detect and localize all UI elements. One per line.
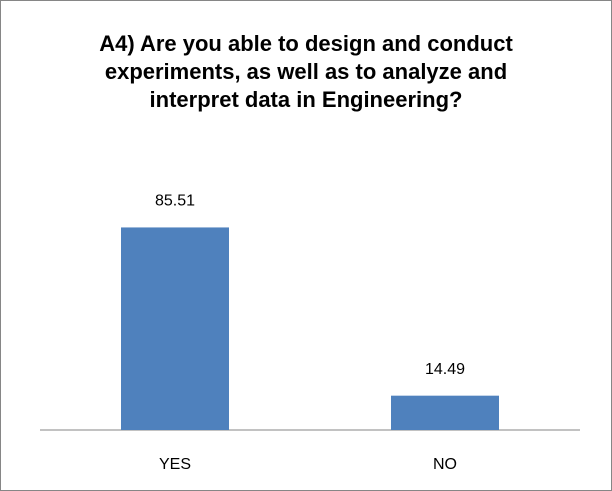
chart-title: A4) Are you able to design and conduct e… (99, 31, 513, 112)
bar (121, 227, 229, 430)
data-label: 14.49 (425, 361, 465, 378)
x-tick-label: NO (433, 456, 457, 473)
bar (391, 395, 499, 430)
data-label: 85.51 (155, 193, 195, 210)
x-tick-label: YES (159, 456, 191, 473)
